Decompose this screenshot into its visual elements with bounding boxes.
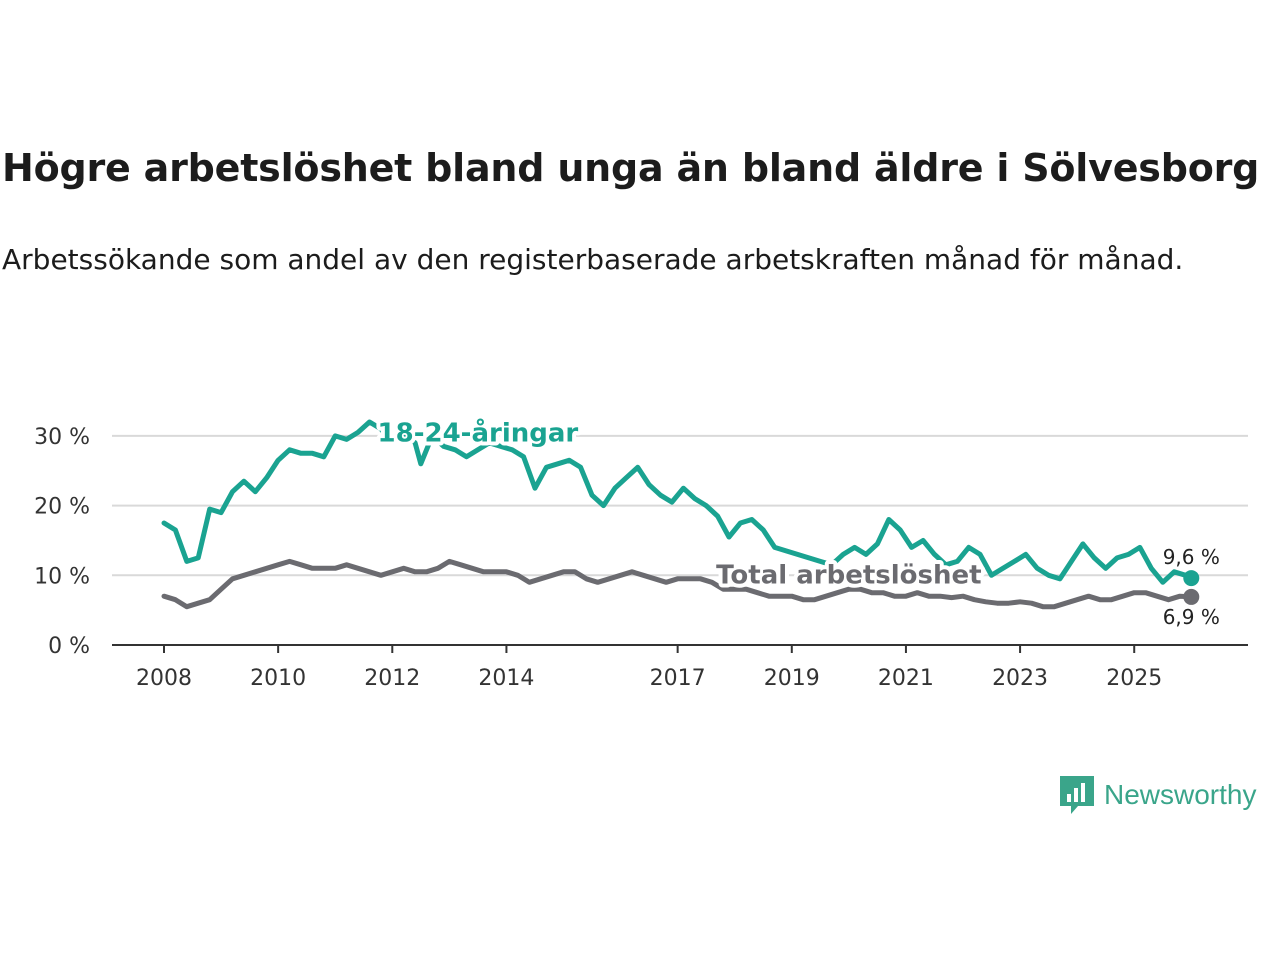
series-endpoint-unga	[1183, 570, 1200, 587]
series-endpoint-total	[1183, 588, 1200, 605]
x-axis-ticks: 2008 2010 2012 2014 2017 2019 2021 2023 2025	[136, 645, 1162, 691]
x-tick-label: 2012	[364, 666, 420, 691]
line-chart: 0 % 10 % 20 % 30 % 2008 2010 2012 2014 2017 2019…	[34, 412, 1248, 691]
gridlines	[112, 434, 1248, 577]
series-name-label: Total arbetslöshet	[716, 561, 981, 591]
y-tick-label: 30 %	[34, 425, 90, 450]
x-tick-label: 2010	[250, 666, 306, 691]
x-tick-label: 2019	[764, 666, 820, 691]
newsworthy-logo-icon	[1060, 776, 1094, 814]
series-line-unga	[161, 419, 1194, 585]
series-lines	[161, 419, 1200, 610]
chart-title: Högre arbetslöshet bland unga än bland ä…	[2, 146, 1260, 190]
x-tick-label: 2008	[136, 666, 192, 691]
y-tick-label: 20 %	[34, 495, 90, 520]
x-tick-label: 2025	[1106, 666, 1162, 691]
x-tick-label: 2014	[478, 666, 534, 691]
series-line-total	[161, 558, 1194, 610]
chart-subtitle: Arbetssökande som andel av den registerb…	[2, 243, 1184, 276]
newsworthy-logo: Newsworthy	[1058, 774, 1256, 816]
x-tick-label: 2021	[878, 666, 934, 691]
end-value-label: 9,6 %	[1163, 545, 1220, 569]
y-axis-ticks: 0 % 10 % 20 % 30 %	[34, 425, 90, 659]
series-name-label: 18-24-åringar	[378, 416, 579, 448]
x-tick-label: 2017	[650, 666, 706, 691]
y-tick-label: 10 %	[34, 564, 90, 589]
end-value-label: 6,9 %	[1163, 605, 1220, 629]
x-tick-label: 2023	[992, 666, 1048, 691]
series-labels: 6,9 % 9,6 % 18-24-åringar Total arbetslöshe…	[374, 412, 1220, 629]
y-tick-label: 0 %	[48, 634, 90, 659]
brand-name: Newsworthy	[1104, 779, 1257, 810]
